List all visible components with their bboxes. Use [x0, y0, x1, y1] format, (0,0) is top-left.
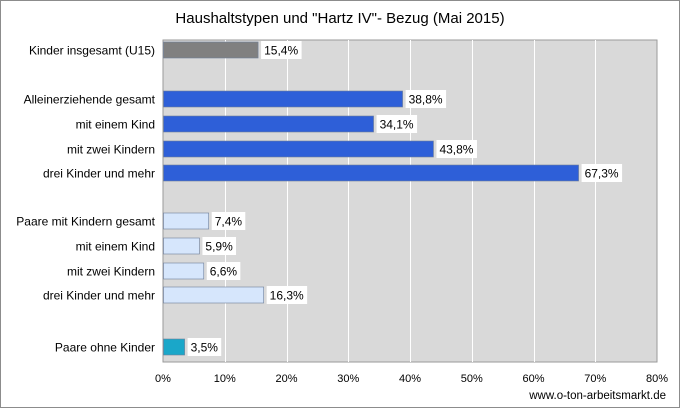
x-tick-label: 40%: [399, 373, 421, 385]
data-label-box: [261, 41, 302, 59]
data-label: 3,5%: [191, 341, 219, 355]
data-label-box: [266, 286, 308, 304]
bar: [163, 41, 259, 59]
category-labels: Kinder insgesamt (U15) Alleinerziehende g…: [16, 44, 155, 355]
x-axis-ticks: 0% 10% 20% 30% 40% 50% 60% 70% 80%: [155, 373, 668, 385]
bar: [163, 212, 209, 230]
data-label: 6,6%: [210, 265, 238, 279]
x-tick-label: 10%: [214, 373, 236, 385]
data-label-box: [211, 212, 246, 230]
category-label: Paare ohne Kinder: [55, 341, 155, 355]
x-tick-label: 30%: [337, 373, 359, 385]
category-label: mit einem Kind: [76, 118, 155, 132]
data-label-box: [206, 262, 241, 280]
bar: [163, 262, 205, 280]
data-label-box: [405, 90, 447, 108]
bars: 15,4% 38,8% 34,1% 43,8% 67,3% 7,4% 5,9% 6,6% 16,…: [163, 41, 623, 356]
bar: [163, 115, 374, 133]
x-tick-label: 50%: [461, 373, 483, 385]
source-footer: www.o-ton-arbeitsmarkt.de: [528, 390, 666, 402]
category-label: drei Kinder und mehr: [43, 167, 155, 181]
bar: [163, 286, 264, 304]
data-label-box: [436, 140, 477, 158]
data-label: 15,4%: [264, 44, 298, 58]
data-label: 5,9%: [205, 240, 233, 254]
data-label-box: [376, 115, 418, 133]
bar: [163, 237, 200, 255]
category-label: Alleinerziehende gesamt: [24, 93, 156, 107]
data-label: 7,4%: [215, 215, 243, 229]
data-label-box: [581, 164, 623, 182]
bar: [163, 90, 403, 108]
chart-title: Haushaltstypen und "Hartz IV"- Bezug (Ma…: [175, 10, 504, 27]
category-label: drei Kinder und mehr: [43, 289, 155, 303]
bar: [163, 140, 434, 158]
category-label: Kinder insgesamt (U15): [29, 44, 155, 58]
bar: [163, 338, 185, 356]
data-label-box: [202, 237, 237, 255]
data-label: 67,3%: [585, 167, 619, 181]
data-label-box: [187, 338, 222, 356]
x-tick-label: 20%: [275, 373, 297, 385]
x-tick-label: 60%: [522, 373, 544, 385]
data-label: 34,1%: [380, 118, 414, 132]
category-label: mit einem Kind: [76, 240, 155, 254]
x-tick-label: 70%: [584, 373, 606, 385]
category-label: mit zwei Kindern: [67, 265, 155, 279]
data-label: 16,3%: [270, 289, 304, 303]
bar: [163, 164, 579, 182]
data-label: 43,8%: [439, 143, 473, 157]
category-label: Paare mit Kindern gesamt: [16, 215, 155, 229]
category-label: mit zwei Kindern: [67, 143, 155, 157]
data-label: 38,8%: [409, 93, 443, 107]
x-tick-label: 0%: [155, 373, 171, 385]
x-tick-label: 80%: [646, 373, 668, 385]
